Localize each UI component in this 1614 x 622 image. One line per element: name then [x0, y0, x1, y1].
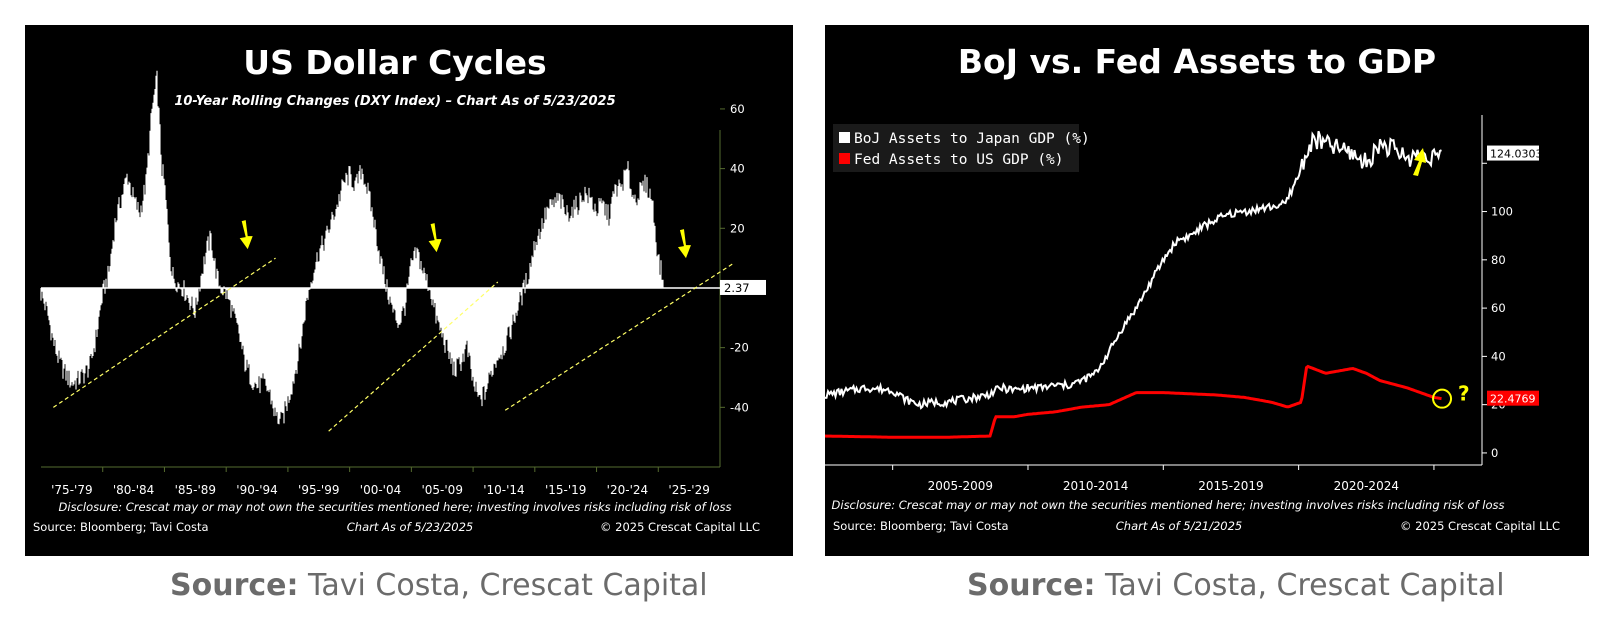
- up-arrow-icon: [1413, 148, 1426, 176]
- source-caption: Source: Tavi Costa, Crescat Capital: [170, 568, 708, 603]
- chart-title: US Dollar Cycles: [243, 43, 546, 82]
- fed-series-line: [825, 364, 1442, 439]
- dxy-series-area: [40, 70, 664, 425]
- last-value-box: [1487, 145, 1539, 161]
- dollar-cycles-panel: US Dollar Cycles 10-Year Rolling Changes…: [25, 25, 793, 556]
- legend-swatch-boj: [839, 132, 850, 143]
- chart-title: BoJ vs. Fed Assets to GDP: [958, 42, 1436, 81]
- y-tick-label: -20: [730, 341, 749, 355]
- boj-fed-panel: BoJ vs. Fed Assets to GDP 02040608010020…: [825, 25, 1589, 556]
- y-tick-label: 80: [1491, 253, 1506, 267]
- question-mark-annotation: ?: [1458, 382, 1470, 406]
- x-tick-label: 2005-2009: [928, 479, 993, 493]
- caption-text: Tavi Costa, Crescat Capital: [298, 568, 708, 603]
- x-tick-label: '00-'04: [360, 483, 401, 497]
- x-tick-label: '85-'89: [175, 483, 216, 497]
- legend-swatch-fed: [839, 153, 850, 164]
- x-tick-label: '80-'84: [113, 483, 154, 497]
- copyright-text: © 2025 Crescat Capital LLC: [600, 520, 760, 534]
- legend: BoJ Assets to Japan GDP (%) Fed Assets t…: [833, 124, 1090, 172]
- x-tick-label: '15-'19: [545, 483, 586, 497]
- dollar-cycles-chart: US Dollar Cycles 10-Year Rolling Changes…: [33, 43, 766, 534]
- x-tick-label: '90-'94: [236, 483, 277, 497]
- as-of-text: Chart As of 5/21/2025: [1116, 519, 1242, 533]
- legend-label-boj: BoJ Assets to Japan GDP (%): [854, 131, 1090, 147]
- highlight-circle: [1432, 388, 1453, 409]
- source-text: Source: Bloomberg; Tavi Costa: [33, 520, 209, 534]
- y-tick-label: 60: [730, 102, 745, 116]
- plot-area: 60 40 20 -20 -40 2.37 '75-'79 '80-'84 '85-'89 '90…: [40, 70, 766, 497]
- caption-bold: Source:: [967, 568, 1096, 603]
- y-tick-label: 100: [1491, 205, 1513, 219]
- chart-subtitle: 10-Year Rolling Changes (DXY Index) – Ch…: [174, 94, 615, 109]
- boj-fed-chart: BoJ vs. Fed Assets to GDP 02040608010020…: [825, 42, 1560, 533]
- y-tick-label: -40: [730, 400, 749, 414]
- trendline-annotation: [328, 281, 499, 432]
- x-tick-label: '20-'24: [607, 483, 648, 497]
- last-value-label: 124.0303: [1490, 148, 1543, 161]
- copyright-text: © 2025 Crescat Capital LLC: [1400, 519, 1560, 533]
- caption-text: Tavi Costa, Crescat Capital: [1095, 568, 1505, 603]
- plot-area: 0204060801002005-20092010-20142015-20192…: [825, 115, 1543, 493]
- down-arrow-icon: [239, 220, 253, 250]
- y-tick-label: 0: [1491, 446, 1498, 460]
- source-text: Source: Bloomberg; Tavi Costa: [833, 519, 1009, 533]
- y-tick-label: 40: [730, 162, 745, 176]
- last-value-box: [1487, 390, 1539, 406]
- disclosure-text: Disclosure: Crescat may or may not own t…: [59, 500, 732, 514]
- disclosure-text: Disclosure: Crescat may or may not own t…: [832, 498, 1505, 512]
- x-tick-label: 2010-2014: [1063, 479, 1128, 493]
- last-value-label: 2.37: [724, 281, 750, 295]
- trendline-annotation: [504, 263, 733, 411]
- boj-series-line: [825, 130, 1442, 410]
- y-tick-label: 60: [1491, 301, 1506, 315]
- last-value-label: 22.4769: [1490, 393, 1536, 406]
- caption-bold: Source:: [170, 568, 299, 603]
- x-tick-label: '75-'79: [51, 483, 92, 497]
- legend-label-fed: Fed Assets to US GDP (%): [854, 152, 1064, 168]
- y-tick-label: 20: [730, 221, 745, 235]
- y-tick-label: 40: [1491, 349, 1506, 363]
- last-value-box: [720, 279, 766, 295]
- down-arrow-icon: [428, 223, 442, 253]
- as-of-text: Chart As of 5/23/2025: [347, 520, 473, 534]
- x-tick-label: '25-'29: [668, 483, 709, 497]
- down-arrow-icon: [677, 229, 691, 259]
- x-tick-label: '95-'99: [298, 483, 339, 497]
- x-tick-label: 2020-2024: [1334, 479, 1399, 493]
- source-caption: Source: Tavi Costa, Crescat Capital: [967, 568, 1505, 603]
- x-tick-label: 2015-2019: [1198, 479, 1263, 493]
- x-tick-label: '10-'14: [483, 483, 524, 497]
- x-tick-label: '05-'09: [421, 483, 462, 497]
- trendline-annotation: [53, 257, 276, 408]
